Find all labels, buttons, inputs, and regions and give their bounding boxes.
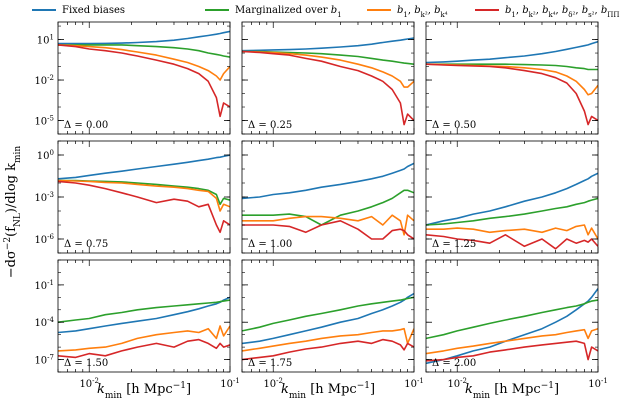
x-axis-label-1: kmin [h Mpc−1] <box>97 381 191 401</box>
panel-5-frame <box>241 140 415 254</box>
panel-1-delta-label: Δ = 0.00 <box>64 120 108 131</box>
y-tick-label: 100 <box>37 149 54 162</box>
x-tick-label: 10-2 <box>447 377 467 390</box>
panel-4-frame <box>57 140 231 254</box>
panel-4-lines <box>58 154 230 234</box>
panel-6-series-3 <box>426 224 598 240</box>
panel-9-series-2 <box>426 299 598 340</box>
x-tick-label: 10-2 <box>79 377 99 390</box>
panel-2-series-1 <box>242 37 414 52</box>
panel-7-series-2 <box>58 299 230 323</box>
panel-1-series-1 <box>58 30 230 45</box>
panel-6-series-1 <box>426 172 598 226</box>
y-tick-label: 10-6 <box>34 233 54 246</box>
x-tick-label: 10-1 <box>404 377 424 390</box>
panel-2-delta-label: Δ = 0.25 <box>248 120 292 131</box>
panel-5-lines <box>242 162 414 240</box>
panel-1-series-2 <box>58 44 230 58</box>
panel-5: Δ = 1.00 <box>241 140 415 254</box>
legend-label-4: b1, bk², bk⁴, bδ², bs², bΠΠ[2] <box>505 5 620 19</box>
panel-9-frame <box>425 259 599 373</box>
panel-3-frame <box>425 21 599 135</box>
y-tick-label: 101 <box>37 34 54 47</box>
panel-6-frame <box>425 140 599 254</box>
panel-3-series-4 <box>426 63 598 126</box>
panel-7-lines <box>58 296 230 359</box>
x-axis-label-2: kmin [h Mpc−1] <box>281 381 375 401</box>
panel-1: 10-5 10-2 101 Δ = 0.00 <box>34 21 231 135</box>
panel-9-lines <box>426 288 598 365</box>
panel-4: 10-6 10-3 100 Δ = 0.75 <box>34 140 231 254</box>
legend-label-3: b1, bk², bk⁴ <box>397 5 448 19</box>
panel-2-series-3 <box>242 50 414 88</box>
x-tick-label: 10-1 <box>588 377 608 390</box>
panel-3-series-1 <box>426 40 598 64</box>
panel-6: Δ = 1.25 <box>425 140 599 254</box>
legend-label-2: Marginalized over b1 <box>235 5 342 19</box>
x-axis-labels: kmin [h Mpc−1] kmin [h Mpc−1] kmin [h Mpc−… <box>97 381 559 401</box>
y-tick-label: 10-2 <box>34 74 54 87</box>
panel-1-frame <box>57 21 231 135</box>
panel-8-series-3 <box>242 327 414 352</box>
panel-9: 10-2 10-1 Δ = 2.00 <box>425 259 608 390</box>
panel-4-delta-label: Δ = 0.75 <box>64 239 108 250</box>
x-tick-label: 10-1 <box>220 377 240 390</box>
panel-5-series-2 <box>242 189 414 226</box>
panel-8-frame <box>241 259 415 373</box>
panel-8-series-2 <box>242 296 414 332</box>
x-tick-label: 10-2 <box>263 377 283 390</box>
panel-9-series-3 <box>426 327 598 355</box>
panel-8: 10-2 10-1 Δ = 1.75 <box>241 259 424 390</box>
panel-2-series-4 <box>242 50 414 126</box>
panel-3: Δ = 0.50 <box>425 21 599 135</box>
panel-4-series-1 <box>58 154 230 180</box>
panel-7-series-3 <box>58 325 230 352</box>
panel-3-lines <box>426 40 598 126</box>
panel-2-lines <box>242 37 414 126</box>
y-tick-label: 10-4 <box>34 316 54 329</box>
panel-4-series-3 <box>58 179 230 212</box>
legend: Fixed biases Marginalized over b1 b1, bk²,… <box>32 5 620 19</box>
panel-5-delta-label: Δ = 1.00 <box>248 239 292 250</box>
panel-9-series-4 <box>426 340 598 362</box>
panel-8-series-1 <box>242 292 414 345</box>
panel-2: Δ = 0.25 <box>241 21 415 135</box>
y-tick-label: 10-5 <box>34 115 54 128</box>
y-tick-label: 10-7 <box>34 354 54 367</box>
panel-4-series-4 <box>58 180 230 234</box>
panel-3-series-2 <box>426 63 598 71</box>
panel-9-series-1 <box>426 288 598 365</box>
panel-6-lines <box>426 172 598 250</box>
panel-7-series-1 <box>58 296 230 334</box>
panel-1-series-4 <box>58 44 230 118</box>
panel-8-lines <box>242 292 414 361</box>
panel-7: 10-7 10-4 10-1 10-2 10-1 Δ = 1.50 <box>34 259 240 390</box>
y-tick-label: 10-1 <box>34 279 54 292</box>
panel-6-series-4 <box>426 234 598 250</box>
panel-3-delta-label: Δ = 0.50 <box>432 120 476 131</box>
panel-2-frame <box>241 21 415 135</box>
panel-5-series-4 <box>242 220 414 240</box>
panel-5-series-1 <box>242 162 414 200</box>
legend-label-1: Fixed biases <box>62 5 125 16</box>
panel-1-lines <box>58 30 230 118</box>
panel-1-series-3 <box>58 44 230 81</box>
panel-9-delta-label: Δ = 2.00 <box>432 358 476 369</box>
panel-7-series-4 <box>58 338 230 359</box>
panel-6-series-2 <box>426 197 598 226</box>
x-axis-label-3: kmin [h Mpc−1] <box>465 381 559 401</box>
panel-6-delta-label: Δ = 1.25 <box>432 239 476 250</box>
panel-7-frame <box>57 259 231 373</box>
panel-8-delta-label: Δ = 1.75 <box>248 358 292 369</box>
panel-8-series-4 <box>242 338 414 361</box>
y-axis-label: −dσ−2(fNL)/dlog kmin <box>3 146 23 279</box>
y-tick-label: 10-3 <box>34 191 54 204</box>
panel-7-delta-label: Δ = 1.50 <box>64 358 108 369</box>
